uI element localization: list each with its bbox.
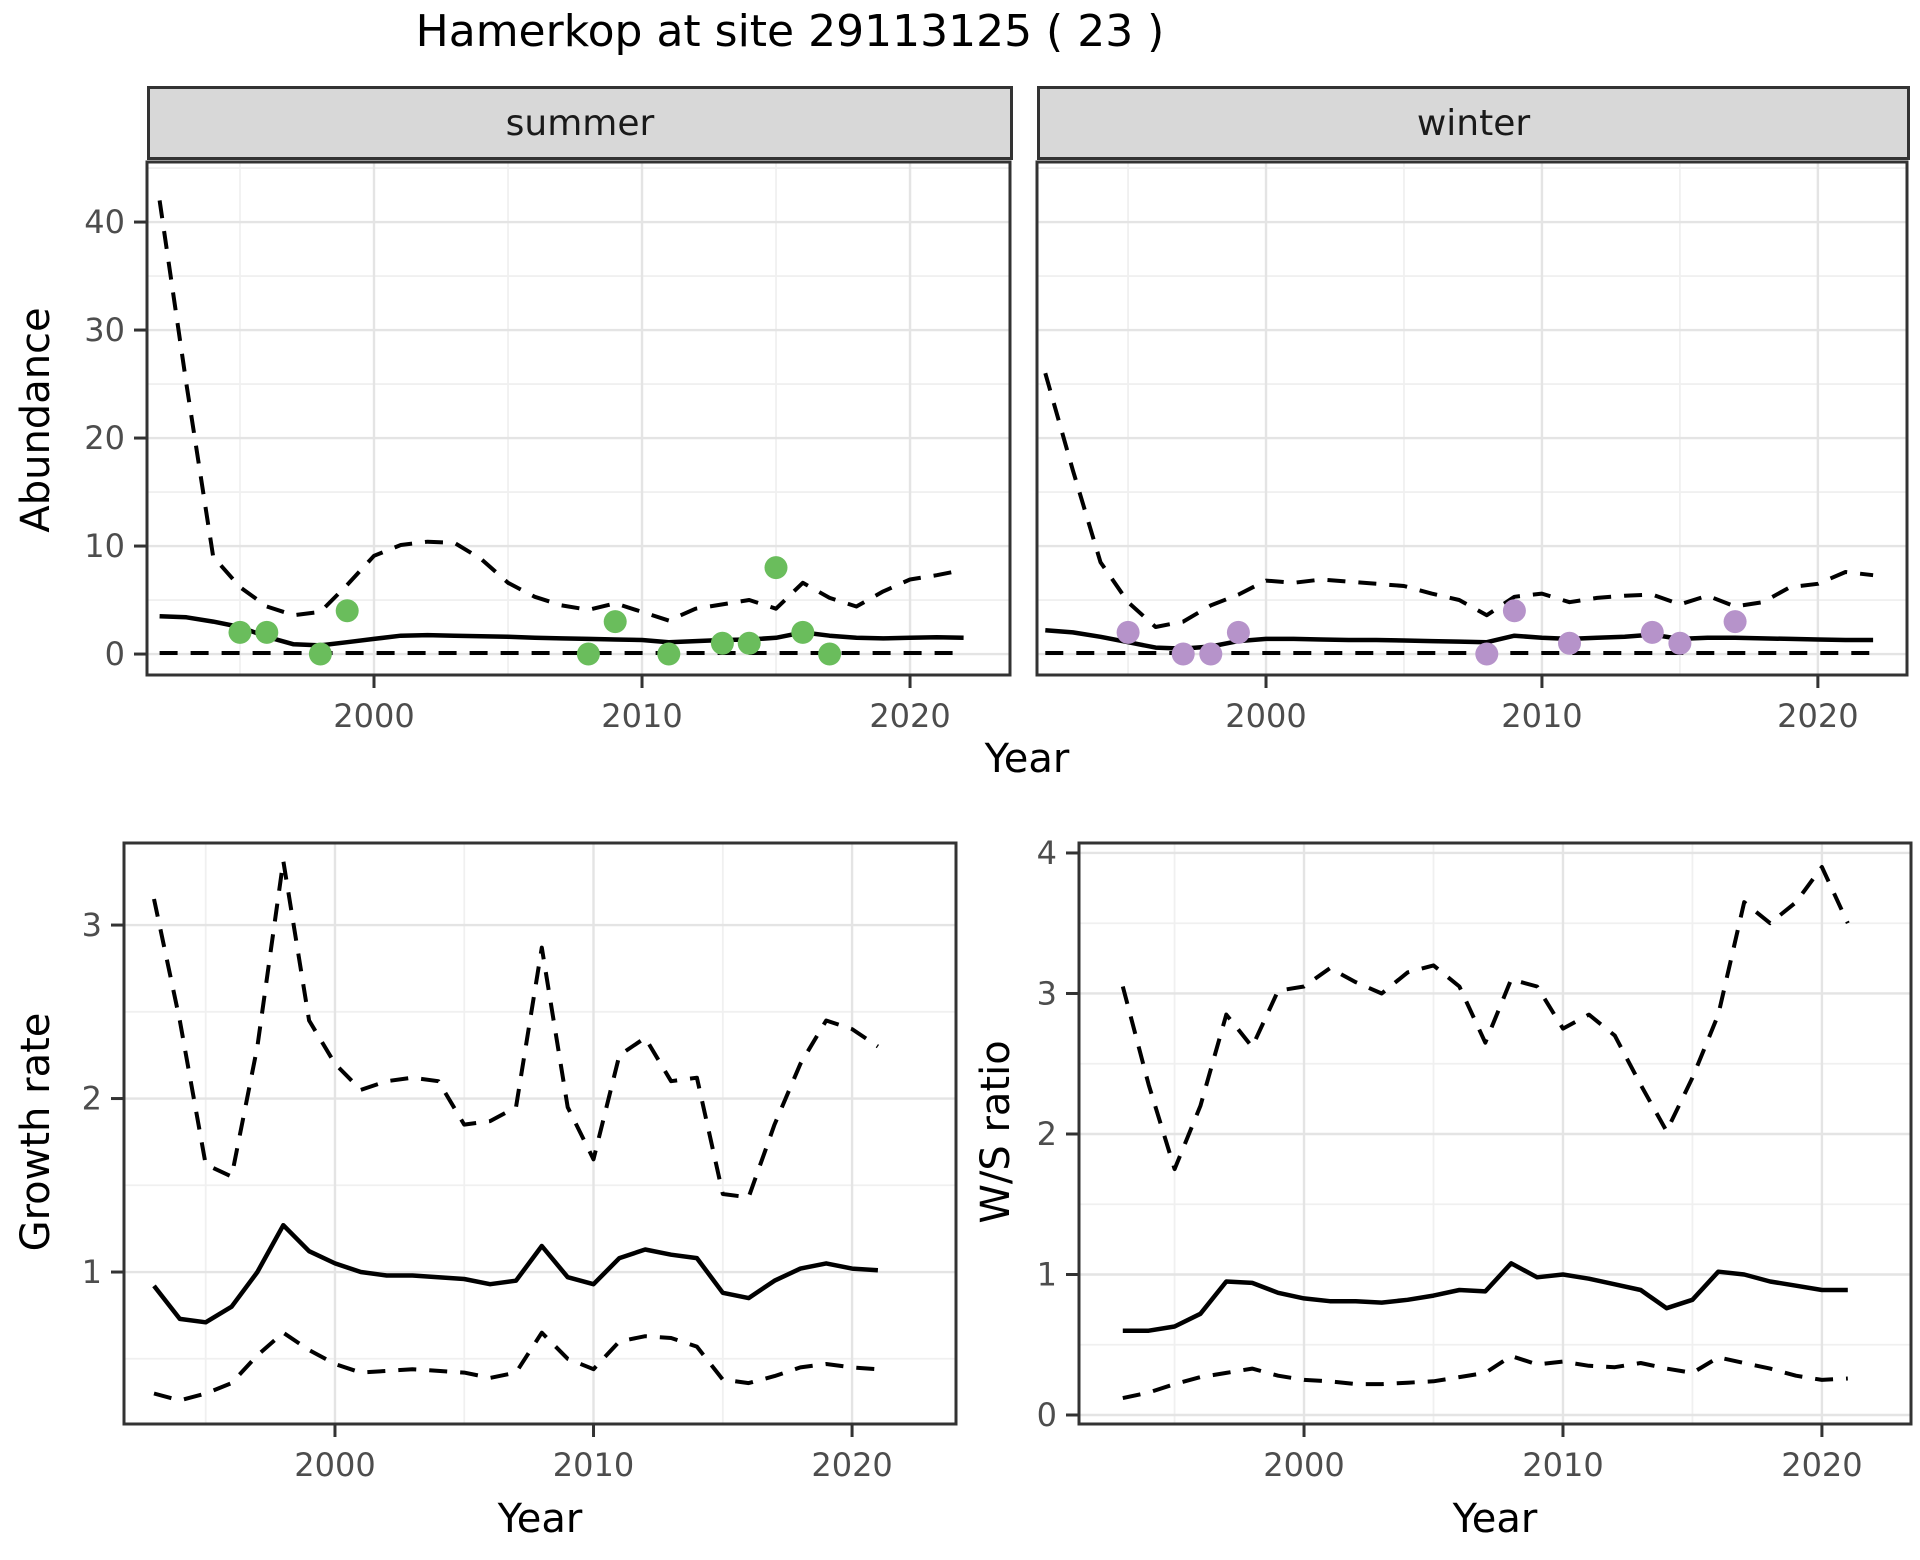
y-tick-label: 20 bbox=[84, 419, 125, 457]
y-tick-label: 3 bbox=[1037, 974, 1057, 1012]
observation-dot bbox=[1640, 620, 1664, 644]
y-tick-label: 3 bbox=[82, 906, 102, 944]
y-tick-label: 0 bbox=[1037, 1396, 1057, 1434]
x-tick-label: 2000 bbox=[1225, 697, 1306, 735]
upper_ci-line bbox=[157, 200, 964, 623]
observation-dot bbox=[1475, 642, 1499, 666]
mean-line bbox=[159, 613, 964, 648]
facet-strip-summer: summer bbox=[147, 86, 1013, 160]
observation-dot bbox=[737, 631, 761, 655]
y-tick-label: 40 bbox=[84, 203, 125, 241]
x-tick-label: 2010 bbox=[601, 697, 682, 735]
y-tick-label: 1 bbox=[1037, 1255, 1057, 1293]
observation-dot bbox=[1558, 631, 1581, 655]
lower_ci-line bbox=[1122, 1354, 1848, 1401]
observation-dot bbox=[576, 642, 600, 666]
observation-dot bbox=[710, 631, 734, 655]
mean-line bbox=[1122, 1261, 1848, 1333]
y-tick-label: 0 bbox=[105, 635, 125, 673]
observation-dot bbox=[1199, 642, 1223, 666]
observation-dot bbox=[1723, 610, 1747, 634]
facet-strip-summer-label: summer bbox=[505, 102, 655, 144]
observation-dot bbox=[657, 642, 681, 666]
x-tick-label: 2020 bbox=[1781, 1446, 1862, 1484]
observation-dot bbox=[1171, 642, 1195, 666]
y-tick-label: 2 bbox=[1037, 1115, 1057, 1153]
growth-rate-axis-title: Growth rate bbox=[13, 1012, 59, 1252]
observation-dot bbox=[1502, 599, 1526, 623]
ws-ratio-panel: 2000 2010 2020 0 1 2 3 4 bbox=[1037, 837, 1913, 1484]
x-tick-label: 2020 bbox=[1777, 697, 1858, 735]
upper_ci-line bbox=[1120, 865, 1850, 1172]
y-tick-label: 10 bbox=[84, 527, 125, 565]
x-tick-label: 2010 bbox=[553, 1446, 634, 1484]
observation-dot bbox=[228, 620, 252, 644]
ws-ratio-axis-title: W/S ratio bbox=[973, 1040, 1019, 1224]
observation-dot bbox=[1226, 620, 1250, 644]
observation-dot bbox=[255, 620, 279, 644]
x-tick-label: 2020 bbox=[811, 1446, 892, 1484]
x-tick-label: 2000 bbox=[333, 697, 414, 735]
top-year-axis-title: Year bbox=[984, 736, 1070, 782]
x-tick-label: 2010 bbox=[1501, 697, 1582, 735]
panel-border bbox=[1035, 160, 1909, 677]
observation-dot bbox=[335, 599, 359, 623]
observation-dot bbox=[764, 556, 788, 580]
mean-line bbox=[152, 1222, 879, 1325]
panel-background bbox=[1037, 162, 1907, 675]
x-tick-label: 2000 bbox=[1263, 1446, 1344, 1484]
y-tick-label: 4 bbox=[1037, 837, 1057, 872]
y-tick-label: 30 bbox=[84, 311, 125, 349]
growth-year-axis-title: Year bbox=[497, 1496, 583, 1542]
facet-strip-winter: winter bbox=[1037, 86, 1910, 160]
panel-background bbox=[147, 162, 1010, 675]
panel-border bbox=[145, 160, 1012, 677]
y-tick-label: 2 bbox=[82, 1080, 102, 1118]
upper_ci-line bbox=[1043, 372, 1874, 629]
observation-dot bbox=[791, 620, 815, 644]
x-tick-label: 2010 bbox=[1522, 1446, 1603, 1484]
growth-rate-panel: 2000 2010 2020 1 2 3 bbox=[82, 841, 958, 1484]
observation-dot bbox=[603, 610, 627, 634]
observation-dot bbox=[1668, 631, 1692, 655]
abundance-winter-panel: 2000 2010 2020 bbox=[1035, 160, 1909, 735]
panel-background bbox=[124, 843, 956, 1424]
panel-border bbox=[122, 841, 958, 1426]
x-tick-label: 2000 bbox=[294, 1446, 375, 1484]
ws-year-axis-title: Year bbox=[1452, 1496, 1538, 1542]
abundance-summer-panel: 2000 2010 2020 0 10 20 30 40 bbox=[84, 160, 1012, 735]
observation-dot bbox=[308, 642, 332, 666]
abundance-axis-title: Abundance bbox=[13, 307, 59, 533]
observation-dot bbox=[818, 642, 842, 666]
y-tick-label: 1 bbox=[82, 1253, 102, 1291]
facet-strip-winter-label: winter bbox=[1416, 102, 1531, 144]
observation-dot bbox=[1116, 620, 1140, 644]
figure-title: Hamerkop at site 29113125 ( 23 ) bbox=[415, 6, 1165, 57]
x-tick-label: 2020 bbox=[869, 697, 950, 735]
